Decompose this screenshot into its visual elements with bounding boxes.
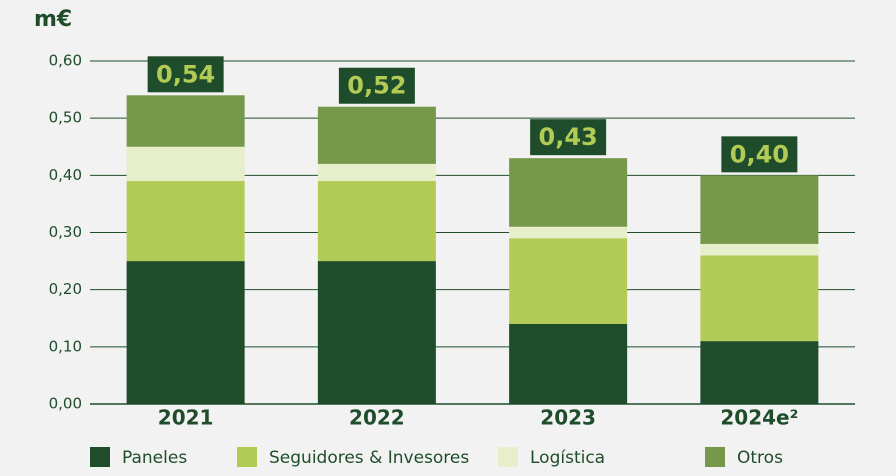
y-tick-label: 0,40	[49, 166, 82, 184]
bar-segment	[509, 238, 628, 324]
bar-segment	[317, 181, 436, 262]
legend-label: Seguidores & Invesores	[269, 448, 469, 468]
x-tick-label: 2022	[349, 406, 405, 430]
x-tick-label: 2024e²	[720, 406, 798, 430]
total-label: 0,54	[156, 60, 215, 88]
bar-segment	[700, 175, 819, 244]
chart-title: m€	[34, 7, 72, 32]
bar-segment	[317, 106, 436, 164]
legend-label: Paneles	[122, 448, 187, 468]
legend-swatch	[705, 447, 725, 467]
total-label: 0,43	[539, 123, 598, 151]
bar-segment	[509, 226, 628, 239]
bar-segment	[126, 261, 245, 404]
total-label: 0,52	[347, 72, 406, 100]
legend-swatch	[498, 447, 518, 467]
total-label-box	[147, 56, 224, 93]
bar-segment	[700, 243, 819, 256]
legend-swatch	[90, 447, 110, 467]
bar-segment	[700, 255, 819, 342]
y-tick-label: 0,10	[49, 337, 82, 355]
bar-segment	[126, 146, 245, 182]
total-label-box	[530, 119, 607, 156]
legend-swatch	[237, 447, 257, 467]
x-tick-label: 2023	[540, 406, 596, 430]
y-tick-label: 0,50	[49, 109, 82, 127]
bar-segment	[317, 163, 436, 182]
legend-label: Logística	[530, 448, 605, 468]
bar-segment	[126, 181, 245, 262]
y-tick-label: 0,60	[49, 52, 82, 70]
bar-segment	[509, 158, 628, 227]
bar-segment	[317, 261, 436, 404]
y-tick-label: 0,30	[49, 223, 82, 241]
x-tick-label: 2021	[158, 406, 214, 430]
total-label: 0,40	[730, 140, 789, 168]
legend-label: Otros	[737, 448, 783, 468]
bar-segment	[509, 323, 628, 404]
total-label-box	[721, 136, 798, 173]
y-tick-label: 0,00	[49, 395, 82, 413]
bar-segment	[700, 341, 819, 404]
bar-segment	[126, 95, 245, 147]
y-tick-label: 0,20	[49, 280, 82, 298]
total-label-box	[338, 67, 415, 104]
